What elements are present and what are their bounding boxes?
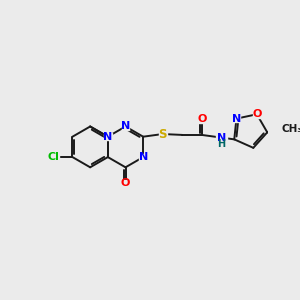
Text: H: H	[217, 139, 225, 149]
Bar	[139, 154, 147, 160]
Bar	[232, 115, 240, 122]
Text: N: N	[103, 132, 112, 142]
Bar	[47, 154, 59, 160]
Bar	[104, 133, 112, 140]
Bar	[253, 111, 261, 118]
Text: O: O	[121, 178, 130, 188]
Text: S: S	[158, 128, 167, 140]
Bar	[216, 130, 226, 140]
Text: N: N	[217, 134, 226, 143]
Text: CH₃: CH₃	[282, 124, 300, 134]
Text: N: N	[121, 122, 130, 131]
Text: N: N	[139, 152, 148, 162]
Bar	[159, 130, 167, 138]
Bar	[198, 116, 206, 122]
Text: O: O	[252, 109, 262, 119]
Bar	[122, 180, 130, 187]
Bar	[122, 123, 130, 130]
Text: N: N	[232, 114, 241, 124]
Text: O: O	[197, 114, 206, 124]
Bar	[283, 125, 297, 132]
Text: Cl: Cl	[47, 152, 59, 162]
